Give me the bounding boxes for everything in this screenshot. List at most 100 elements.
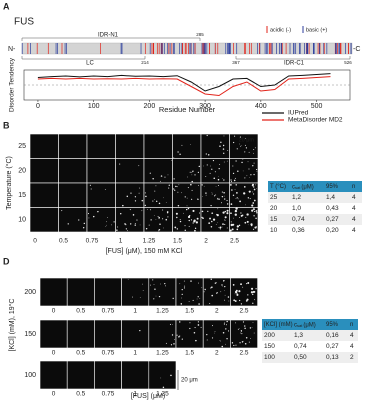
domain-end: 214	[141, 60, 149, 65]
droplet	[240, 332, 242, 334]
droplet	[236, 292, 238, 294]
domain-end: 285	[196, 32, 204, 37]
droplet	[152, 178, 154, 180]
droplet	[219, 228, 221, 230]
droplet	[198, 165, 201, 168]
droplet	[129, 209, 131, 211]
table-cell: 0,20	[326, 227, 339, 234]
column-label: 0.75	[86, 238, 99, 245]
legend-label: IUPred	[288, 110, 309, 117]
droplet	[158, 230, 160, 232]
droplet	[227, 150, 229, 151]
legend-basic: basic (+)	[306, 27, 327, 33]
droplet	[253, 148, 255, 150]
droplet	[214, 332, 215, 334]
droplet	[240, 303, 243, 305]
micrograph	[200, 158, 230, 184]
micrograph	[172, 158, 202, 184]
droplet	[168, 187, 170, 189]
droplet	[193, 220, 196, 223]
column-label: 0.75	[102, 350, 115, 357]
droplet	[255, 217, 257, 220]
micrograph	[143, 182, 173, 208]
header-unit: (μM)	[301, 184, 313, 190]
micrograph	[121, 277, 150, 307]
droplet	[155, 219, 157, 220]
table-cell: 0,27	[326, 216, 339, 223]
micrograph	[121, 319, 150, 349]
droplet	[236, 148, 238, 150]
droplet	[211, 168, 213, 170]
droplet	[154, 199, 155, 201]
droplet	[252, 186, 255, 188]
droplet	[245, 336, 248, 339]
droplet	[212, 159, 215, 162]
droplet	[169, 323, 172, 325]
droplet	[226, 320, 228, 323]
micrograph	[172, 207, 202, 233]
droplet	[166, 211, 169, 213]
droplet	[247, 161, 249, 163]
droplet	[221, 345, 224, 348]
series-line	[37, 76, 331, 97]
droplet	[179, 220, 182, 223]
droplet	[252, 208, 255, 211]
droplet	[203, 291, 205, 293]
droplet	[211, 325, 214, 327]
droplet	[221, 195, 224, 198]
micrograph	[86, 182, 116, 208]
column-label: 0	[52, 350, 56, 357]
table-header-cell: csat(μM)	[294, 322, 316, 328]
droplet	[214, 171, 216, 173]
droplet	[197, 199, 199, 200]
droplet	[230, 203, 233, 205]
micrograph	[39, 319, 68, 349]
droplet	[237, 328, 239, 330]
droplet	[244, 151, 246, 153]
table-header	[262, 319, 358, 330]
droplet	[220, 141, 222, 144]
droplet	[235, 344, 237, 346]
table-cell: 4	[352, 216, 356, 223]
droplet	[223, 135, 225, 137]
droplet	[144, 192, 146, 194]
droplet	[160, 283, 161, 285]
droplet	[155, 295, 157, 297]
droplet	[234, 293, 236, 295]
droplet	[230, 181, 233, 183]
droplet	[152, 200, 154, 202]
droplet	[217, 178, 220, 181]
droplet	[176, 186, 178, 188]
droplet	[226, 160, 228, 162]
droplet	[181, 338, 183, 340]
droplet	[210, 165, 211, 167]
droplet	[256, 212, 258, 214]
micrograph	[58, 182, 88, 208]
droplet	[88, 213, 90, 215]
droplet	[160, 175, 163, 177]
droplet	[186, 205, 188, 207]
table-cell: 4	[352, 194, 356, 201]
droplet	[181, 288, 183, 291]
droplet	[235, 160, 237, 162]
droplet	[170, 374, 172, 377]
droplet	[203, 165, 204, 167]
droplet	[134, 196, 137, 198]
table-row	[262, 341, 358, 352]
y-axis-label: [KCl] (mM), 19°C	[8, 299, 16, 352]
droplet	[230, 212, 232, 215]
droplet	[223, 191, 225, 194]
x-tick-label: 300	[199, 103, 211, 110]
table-cell: 0,16	[326, 332, 339, 339]
droplet	[125, 224, 127, 226]
micrograph	[94, 277, 122, 307]
droplet	[189, 327, 191, 330]
droplet	[206, 134, 208, 137]
column-label: 1.5	[185, 350, 194, 357]
droplet	[134, 223, 136, 225]
droplet	[246, 213, 249, 216]
droplet	[130, 192, 132, 194]
droplet	[171, 323, 173, 325]
micrograph	[200, 133, 230, 159]
